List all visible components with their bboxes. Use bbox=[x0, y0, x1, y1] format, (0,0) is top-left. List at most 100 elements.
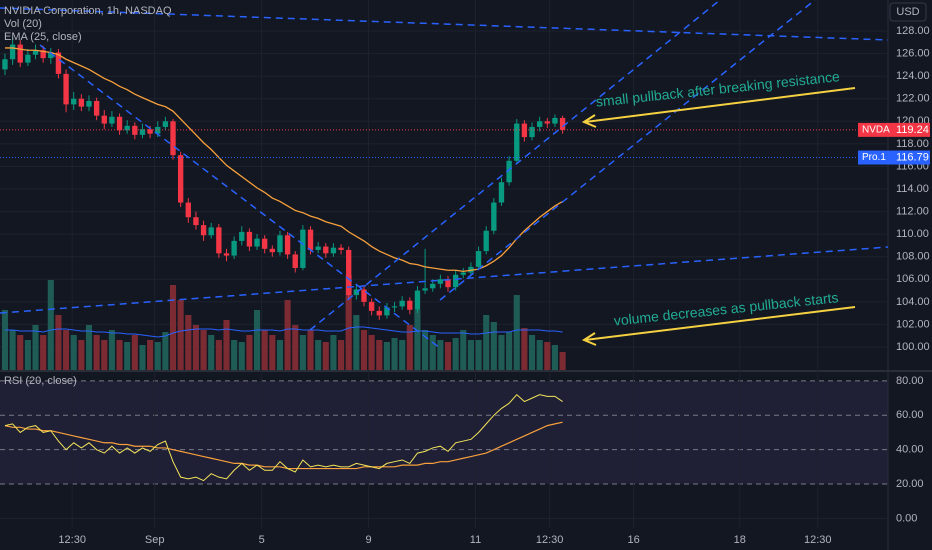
candle-body bbox=[361, 289, 367, 302]
candle-body bbox=[483, 230, 489, 252]
candle-body bbox=[93, 100, 100, 116]
volume-bar bbox=[246, 335, 253, 370]
price-tag bbox=[858, 122, 930, 137]
volume-bar bbox=[452, 338, 459, 370]
volume-bar bbox=[422, 330, 429, 370]
candle-body bbox=[491, 202, 497, 231]
candle-body bbox=[368, 301, 375, 311]
candle-body bbox=[277, 235, 283, 253]
x-tick-label: 12:30 bbox=[536, 534, 564, 546]
candle-body bbox=[521, 123, 528, 138]
candle-body bbox=[162, 121, 169, 127]
volume-bar bbox=[238, 342, 245, 370]
candle-body bbox=[529, 126, 535, 138]
trend-line bbox=[309, 0, 721, 331]
rsi-tick-label: 80.00 bbox=[896, 375, 924, 387]
y-tick-label: 112.00 bbox=[896, 205, 929, 217]
candle-body bbox=[2, 59, 8, 70]
line bbox=[4, 393, 563, 482]
arrow-head bbox=[581, 114, 597, 128]
volume-bar bbox=[429, 335, 436, 370]
candle-body bbox=[32, 50, 39, 55]
currency-box[interactable] bbox=[889, 2, 927, 22]
volume-bar bbox=[330, 335, 337, 370]
trend-line bbox=[0, 7, 889, 41]
candle-body bbox=[323, 246, 329, 254]
ema-legend: EMA (25, close) bbox=[4, 31, 82, 43]
volume-bar bbox=[498, 335, 505, 370]
candle-body bbox=[239, 231, 245, 241]
volume-bar bbox=[292, 325, 299, 370]
volume-bar bbox=[93, 335, 100, 370]
arrow bbox=[584, 87, 856, 123]
volume-bar bbox=[1, 310, 9, 370]
candle-body bbox=[17, 44, 23, 63]
volume-bar bbox=[47, 280, 54, 370]
volume-bar bbox=[353, 315, 360, 370]
volume-bar bbox=[536, 340, 543, 370]
price-tag bbox=[858, 150, 930, 165]
volume-bar bbox=[284, 300, 291, 370]
volume-bar bbox=[147, 340, 154, 370]
price-tag-value: 119.24 bbox=[896, 124, 929, 136]
arrow bbox=[584, 306, 856, 341]
y-tick-label: 102.00 bbox=[896, 318, 930, 330]
candle-body bbox=[498, 182, 505, 203]
y-tick-label: 122.00 bbox=[896, 93, 930, 105]
volume-bar bbox=[360, 330, 368, 370]
candle-body bbox=[63, 73, 69, 105]
volume-bar bbox=[200, 330, 207, 370]
volume-bar bbox=[63, 330, 70, 370]
y-tick-label: 108.00 bbox=[896, 251, 930, 263]
rsi-band bbox=[0, 381, 888, 484]
volume-bar bbox=[513, 295, 520, 370]
rsi-tick-label: 40.00 bbox=[896, 444, 924, 456]
line bbox=[4, 47, 563, 273]
volume-bar bbox=[231, 340, 238, 370]
volume-bar bbox=[299, 335, 306, 370]
y-tick-label: 100.00 bbox=[896, 341, 930, 353]
volume-bar bbox=[215, 340, 222, 370]
volume-bar bbox=[154, 342, 161, 370]
candle-body bbox=[262, 238, 268, 249]
y-tick-label: 106.00 bbox=[896, 273, 930, 285]
x-tick-label: 12:30 bbox=[58, 534, 86, 546]
volume-bar bbox=[521, 328, 528, 370]
candle-body bbox=[101, 115, 107, 124]
candle-body bbox=[9, 44, 16, 60]
volume-bar bbox=[124, 342, 131, 370]
candle-body bbox=[544, 121, 550, 124]
volume-bar bbox=[40, 335, 47, 370]
candle-body bbox=[315, 246, 321, 250]
candle-body bbox=[55, 52, 62, 74]
volume-legend: Vol (20) bbox=[4, 18, 42, 30]
candle-body bbox=[109, 116, 115, 124]
volume-bar bbox=[391, 338, 398, 370]
candle-body bbox=[177, 155, 184, 203]
trend-lines bbox=[0, 0, 889, 349]
y-tick-label: 124.00 bbox=[896, 70, 930, 82]
currency[interactable]: USD bbox=[896, 6, 919, 18]
candle-body bbox=[300, 229, 306, 268]
candle-body bbox=[514, 123, 520, 161]
candle-body bbox=[552, 117, 558, 124]
candle-body bbox=[170, 121, 176, 156]
volume-bar bbox=[261, 330, 268, 370]
candle-body bbox=[430, 283, 436, 289]
volume-bar bbox=[85, 325, 93, 370]
volume-bar bbox=[414, 310, 421, 370]
candle-body bbox=[200, 225, 207, 236]
candle-body bbox=[48, 52, 54, 59]
volume-bar bbox=[177, 300, 184, 370]
volume-bar bbox=[169, 285, 177, 370]
x-tick-label: 9 bbox=[366, 534, 372, 546]
line bbox=[4, 421, 563, 470]
volume-bar bbox=[528, 335, 536, 370]
candle-body bbox=[269, 248, 275, 253]
rsi-tick-label: 0.00 bbox=[896, 512, 917, 524]
x-tick-label: 12:30 bbox=[804, 534, 832, 546]
candle-body bbox=[25, 54, 31, 63]
candle-body bbox=[346, 249, 352, 296]
volume-bar bbox=[17, 335, 24, 370]
